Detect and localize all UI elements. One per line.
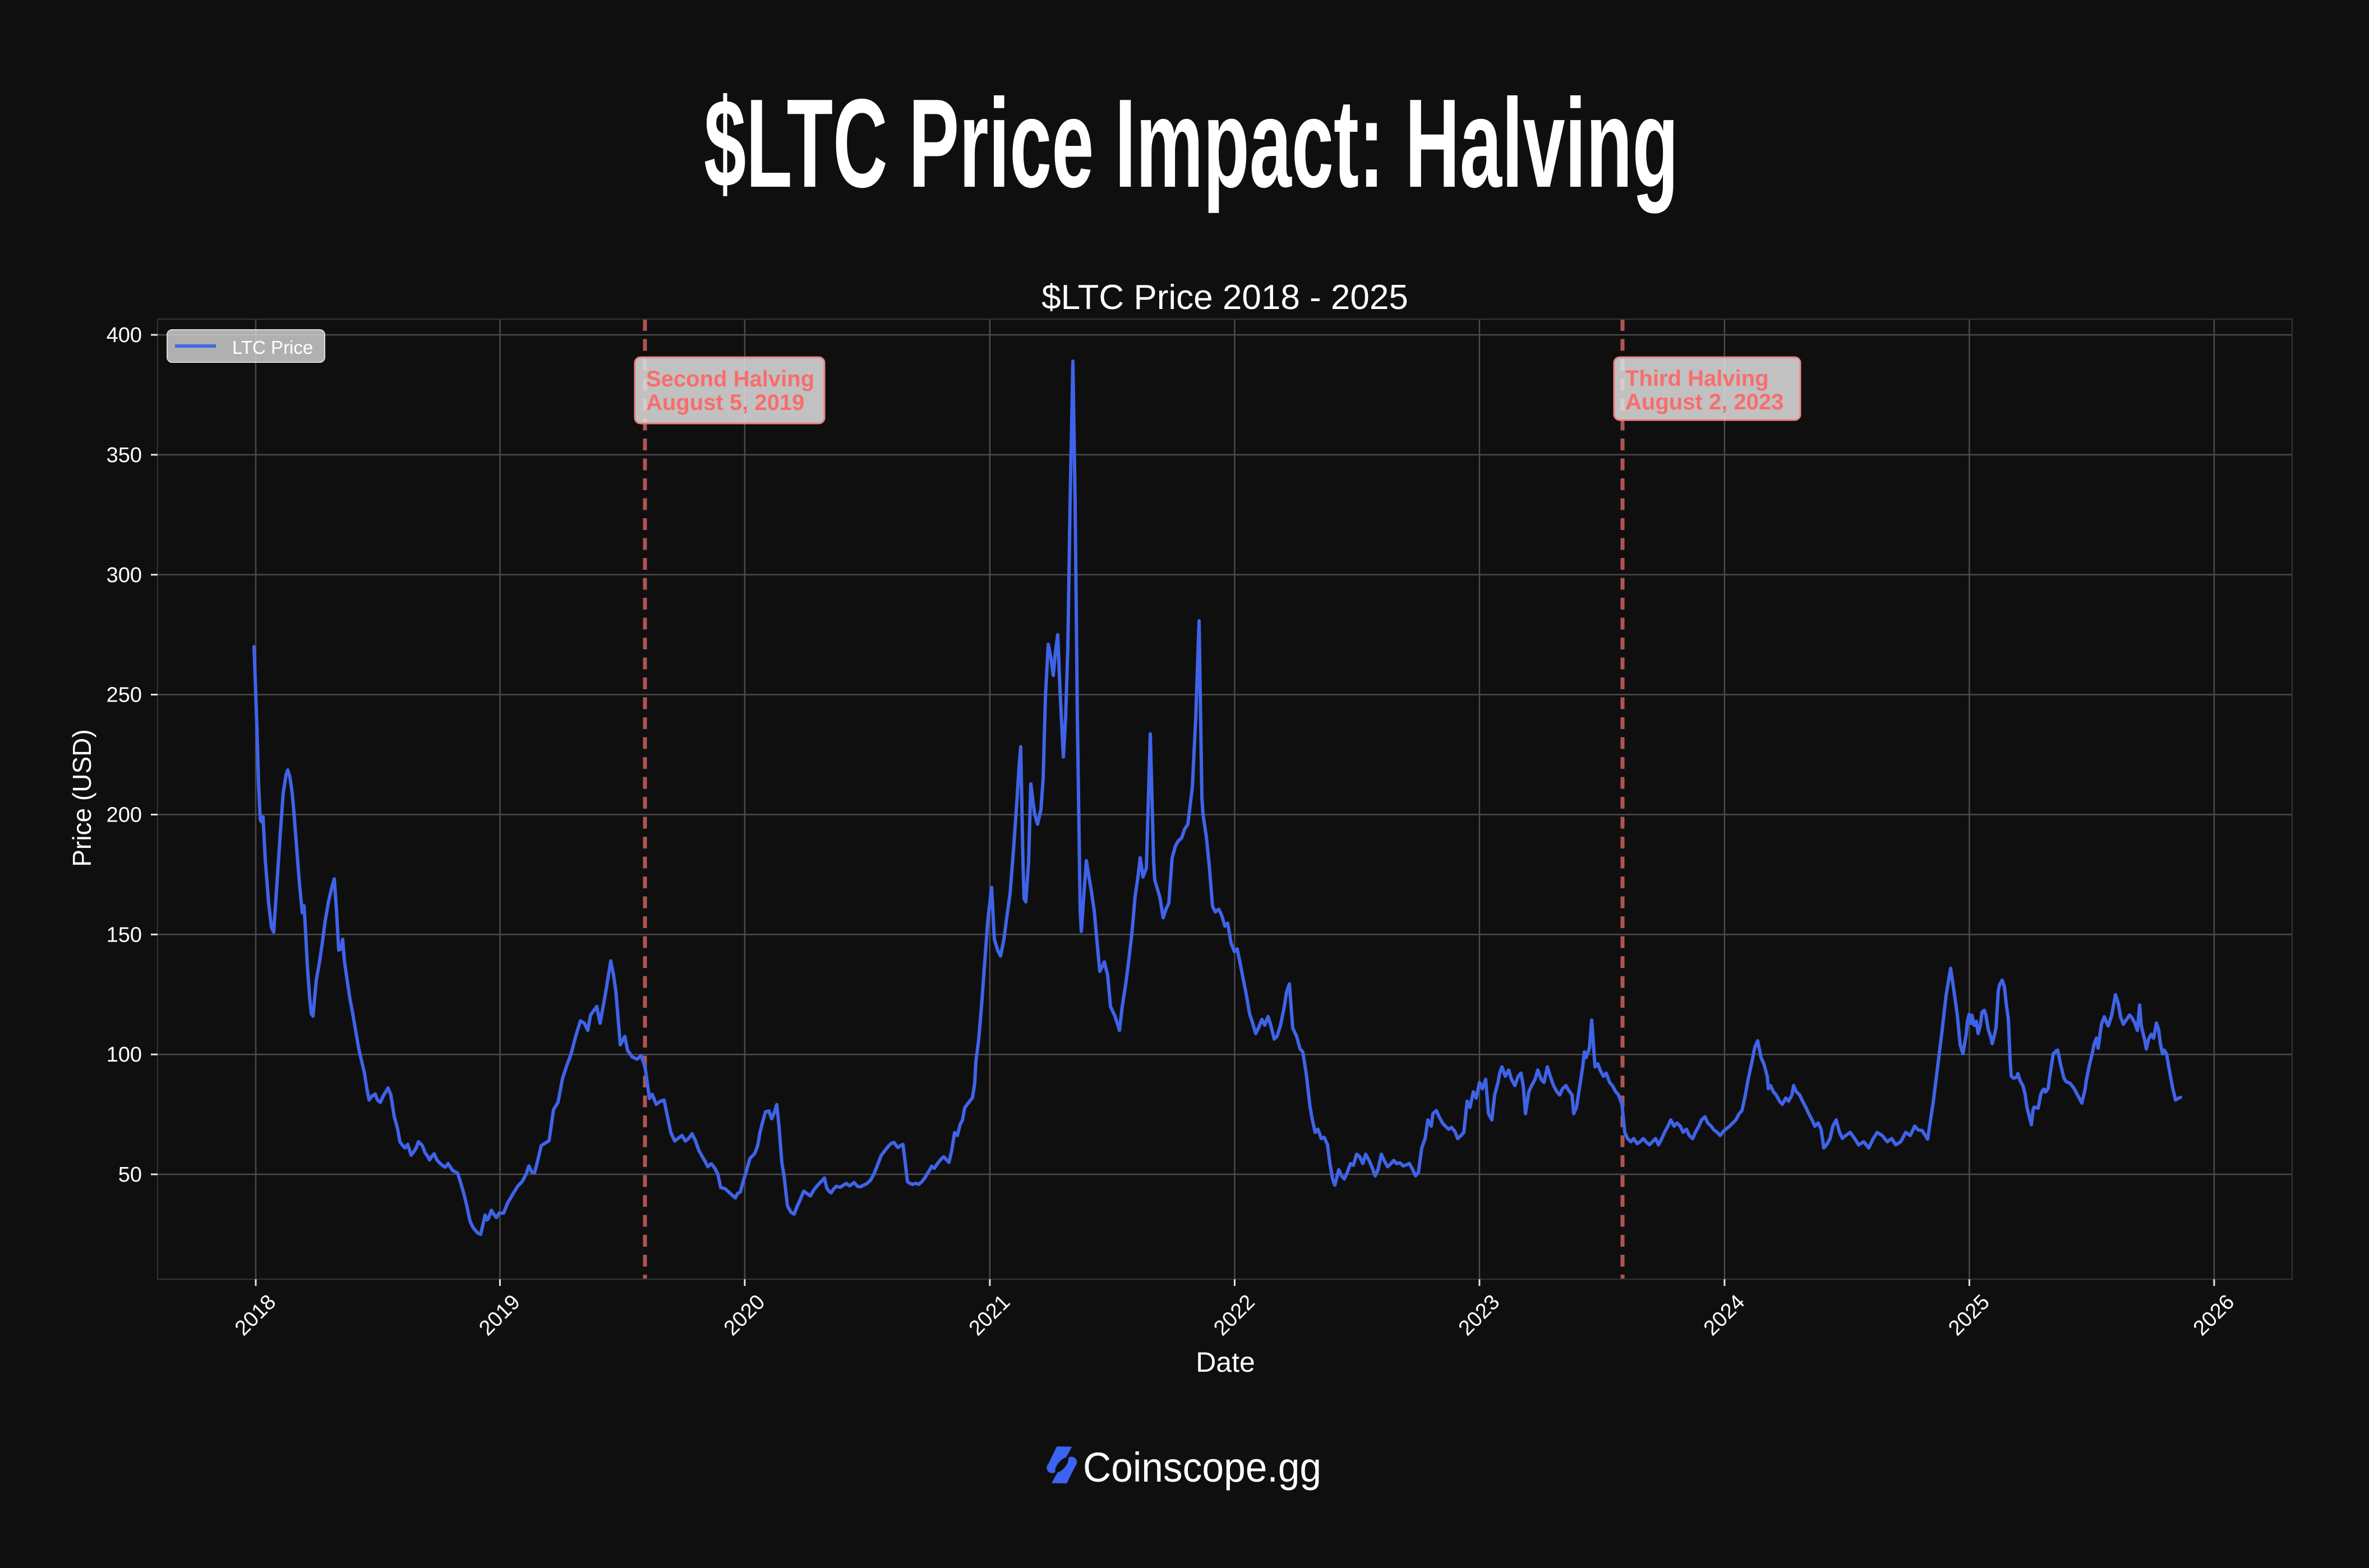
svg-text:100: 100 — [107, 1043, 142, 1067]
svg-text:$LTC Price 2018 - 2025: $LTC Price 2018 - 2025 — [1041, 278, 1408, 317]
svg-text:50: 50 — [118, 1163, 142, 1187]
svg-text:Date: Date — [1196, 1346, 1255, 1378]
svg-text:200: 200 — [107, 804, 142, 827]
svg-text:August 5, 2019: August 5, 2019 — [646, 390, 804, 415]
svg-text:150: 150 — [107, 923, 142, 947]
svg-text:350: 350 — [107, 444, 142, 467]
svg-text:300: 300 — [107, 564, 142, 587]
svg-text:August 2, 2023: August 2, 2023 — [1625, 390, 1783, 414]
svg-text:$LTC Price Impact: Halving: $LTC Price Impact: Halving — [704, 73, 1679, 214]
svg-text:Third Halving: Third Halving — [1625, 366, 1769, 391]
svg-text:Price (USD): Price (USD) — [67, 729, 96, 866]
svg-text:Coinscope.gg: Coinscope.gg — [1083, 1444, 1321, 1491]
svg-text:400: 400 — [107, 324, 142, 347]
svg-text:LTC Price: LTC Price — [232, 337, 313, 358]
svg-text:250: 250 — [107, 684, 142, 707]
svg-text:Second Halving: Second Halving — [646, 367, 814, 391]
